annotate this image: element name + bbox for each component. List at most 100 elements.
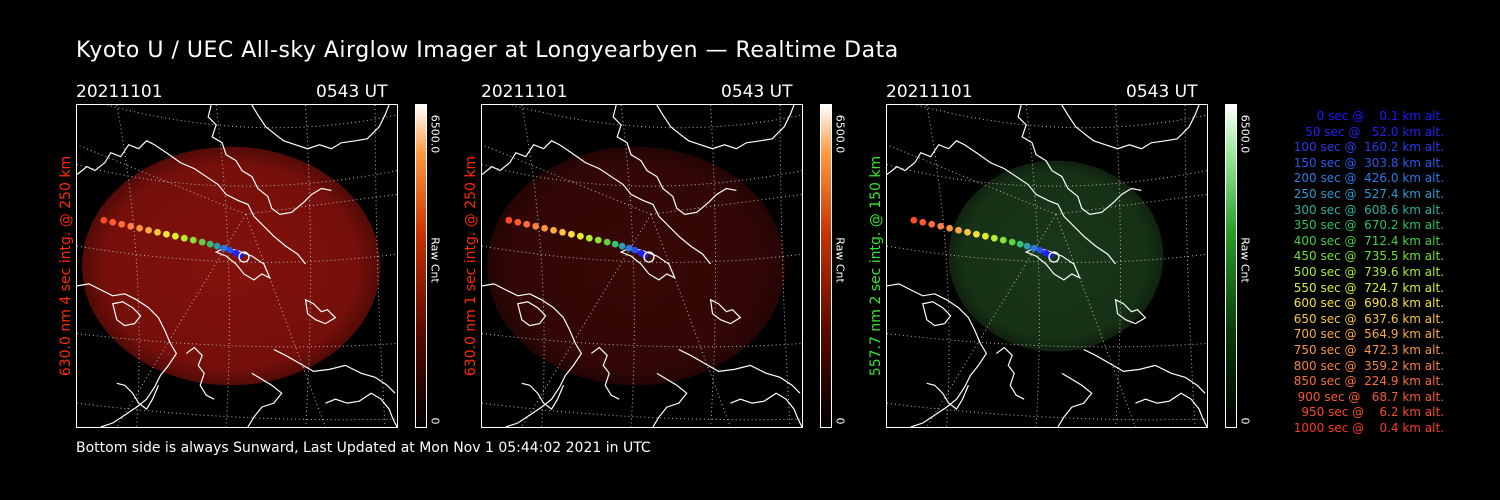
trajectory-point (631, 246, 639, 254)
trajectory-point (505, 216, 513, 224)
coastline (612, 105, 737, 215)
trajectory-point (514, 218, 522, 226)
graticule-line (926, 214, 1057, 427)
coastline (214, 247, 271, 281)
trajectory-point (109, 218, 117, 226)
trajectory-point (577, 232, 584, 240)
legend-row: 350 sec @ 670.2 km alt. (1289, 218, 1444, 233)
coastline (251, 105, 390, 150)
trajectory-point (585, 234, 593, 242)
page-title: Kyoto U / UEC All-sky Airglow Imager at … (76, 38, 899, 63)
trajectory-point (189, 236, 197, 244)
panel-2-colorbar-min: 0 (833, 417, 847, 425)
trajectory-point (206, 240, 214, 248)
coastline (521, 382, 565, 410)
trajectory-point (100, 216, 108, 224)
coastline (185, 346, 215, 400)
trajectory-point (213, 242, 221, 250)
panel-3-date: 20211101 (886, 82, 973, 102)
trajectory-point (198, 238, 206, 246)
airglow-field (81, 146, 381, 386)
trajectory-point (973, 230, 980, 238)
graticule-line (482, 164, 802, 187)
legend-row: 850 sec @ 224.9 km alt. (1289, 374, 1444, 389)
graticule-line (521, 214, 652, 427)
coastline (112, 301, 142, 327)
panel-2-image (481, 104, 803, 428)
trajectory-point (559, 228, 566, 236)
coastline (1083, 348, 1206, 394)
airglow-field (486, 146, 786, 386)
trajectory-point (226, 246, 234, 254)
trajectory-point (955, 226, 962, 234)
trajectory-point (611, 240, 619, 248)
trajectory-point (163, 230, 170, 238)
trajectory-point (220, 244, 228, 252)
legend-row: 600 sec @ 690.8 km alt. (1289, 296, 1444, 311)
trajectory-point (1016, 240, 1024, 248)
legend-row: 200 sec @ 426.0 km alt. (1289, 171, 1444, 186)
panel-3-time: 0543 UT (1126, 82, 1198, 102)
graticule-line (482, 402, 802, 421)
coastline (77, 283, 178, 427)
graticule-line (650, 193, 802, 215)
coastline (730, 392, 802, 427)
station-marker (238, 251, 250, 263)
trajectory-point (1030, 244, 1038, 252)
legend-row: 50 sec @ 52.0 km alt. (1297, 124, 1444, 139)
panel-1-time: 0543 UT (316, 82, 388, 102)
panel-1-colorbar-max: 6500.0 (428, 114, 442, 154)
coastline (1114, 298, 1147, 325)
coastline (517, 301, 547, 327)
legend-row: 800 sec @ 359.2 km alt. (1289, 358, 1444, 373)
graticule-line (106, 105, 397, 129)
panel-1-image (76, 104, 398, 428)
coastline (247, 372, 283, 427)
trajectory-point (1036, 246, 1044, 254)
graticule-line (482, 245, 802, 263)
coastline (325, 392, 397, 427)
graticule-line (116, 214, 247, 427)
coastline (926, 382, 970, 410)
coastline (77, 140, 307, 265)
map-svg (77, 105, 397, 427)
station-marker (1048, 251, 1060, 263)
trajectory-point (910, 216, 918, 224)
coastline (678, 348, 801, 394)
trajectory-point (523, 220, 531, 228)
trajectory-point (118, 220, 126, 228)
graticule-line (77, 164, 397, 187)
panel-3-ylabel-text: 557.7 nm 2 sec intg. @ 150 km (868, 155, 884, 377)
panel-2-colorbar-unit: Raw Cnt (833, 237, 847, 283)
coastline (656, 105, 795, 150)
legend-row: 550 sec @ 724.7 km alt. (1289, 280, 1444, 295)
legend-row: 1000 sec @ 0.4 km alt. (1293, 420, 1444, 435)
panel-2-ylabel-text: 630.0 nm 1 sec intg. @ 250 km (463, 155, 479, 377)
trajectory-point (982, 232, 989, 240)
coastline (709, 298, 742, 325)
coastline (887, 283, 988, 427)
trajectory-point (172, 232, 179, 240)
legend-row: 300 sec @ 608.6 km alt. (1289, 202, 1444, 217)
trajectory-point (550, 226, 557, 234)
panel-2-colorbar-max: 6500.0 (833, 114, 847, 154)
panel-3-ylabel: 557.7 nm 2 sec intg. @ 150 km (866, 104, 886, 428)
trajectory-point (1008, 238, 1016, 246)
graticule-line (511, 105, 802, 129)
map-svg (482, 105, 802, 427)
coastline (995, 346, 1025, 400)
panel-1-ylabel: 630.0 nm 4 sec intg. @ 250 km (56, 104, 76, 428)
trajectory-point (946, 224, 953, 232)
legend-row: 0 sec @ 0.1 km alt. (1305, 109, 1444, 123)
footer-status: Bottom side is always Sunward, Last Upda… (76, 440, 651, 456)
trajectory-point (964, 228, 971, 236)
legend-row: 100 sec @ 160.2 km alt. (1289, 140, 1444, 155)
trajectory-point (999, 236, 1007, 244)
graticule-line (77, 402, 397, 421)
graticule-line (887, 245, 1207, 263)
coastline (619, 247, 676, 281)
coastline (482, 140, 712, 265)
trajectory-point (154, 228, 161, 236)
coastline (1061, 105, 1200, 150)
